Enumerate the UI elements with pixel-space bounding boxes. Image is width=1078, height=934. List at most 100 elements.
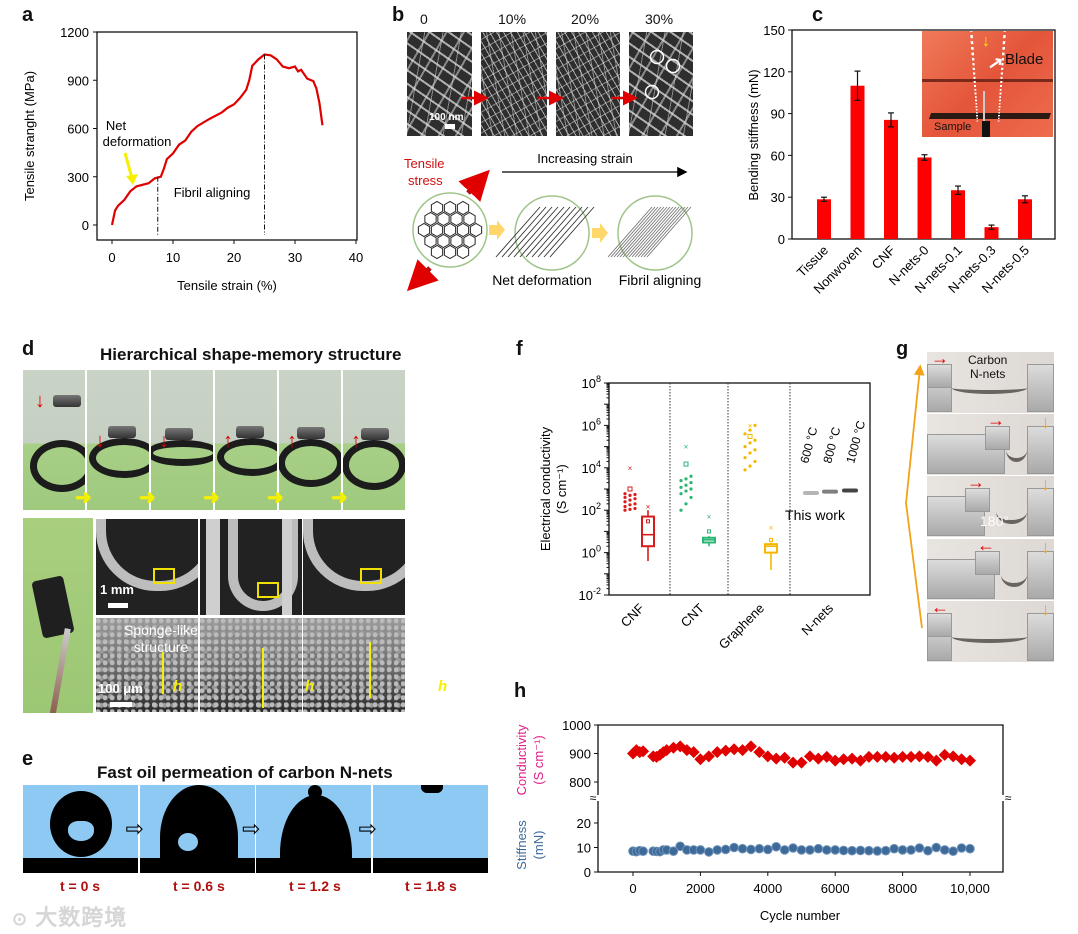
membrane-surface [256,858,371,873]
membrane-surface [139,858,255,873]
x-axis-label-a: Tensile strain (%) [177,278,277,293]
right-clamp-block [1027,550,1054,599]
oil-frame-2 [139,785,257,873]
scatter-point-graphene [748,464,752,468]
carbon-nnets-loop [279,439,341,487]
honeycomb-cell [463,211,476,227]
honeycomb-cell [463,233,476,249]
conductivity-point [837,753,850,766]
panel-label-h: h [514,680,527,702]
schematic-circle-2 [607,195,693,271]
scatter-point-cnt [684,483,688,487]
conductivity-point [753,746,766,759]
highlight-circle [644,84,660,100]
aligned-fibril [634,206,680,258]
carbon-nnets-loop [89,438,149,478]
stiffness-point [763,844,773,855]
y-tick-label-a: 0 [82,218,89,233]
stiffness-point [695,845,706,855]
honeycomb-cell [417,222,431,238]
aligned-fibril [531,206,577,258]
x-tick-label-h: 4000 [753,881,782,896]
y-axis-label-f: Electrical conductivity [538,426,553,551]
hollow-arrow-icon: ⇨ [358,816,377,841]
aligned-fibril [495,206,541,258]
schematic-circle-0 [412,192,488,268]
right-arrow-icon: → [967,472,985,493]
stiffness-point [638,846,648,856]
weight [165,428,193,440]
x-tick-label-h: 8000 [888,881,917,896]
stiffness-point [965,843,975,854]
scatter-point-cnt [679,478,683,483]
box-outlier: × [707,513,712,522]
shape-memory-frame-1: ↓ [23,370,87,510]
moving-clamp [975,550,1000,575]
aligned-fibril [631,206,677,258]
stress-strain-line [110,53,324,226]
panel-label-g: g [896,338,909,360]
left-arrow-icon: ← [931,596,949,617]
honeycomb-cell [443,244,457,260]
y-axis-unit-conductivity: (S cm⁻¹) [531,735,546,784]
y-tick-label-f: 100 [582,544,601,561]
y-axis-unit-stiffness: (mN) [531,831,546,860]
weight [236,426,264,438]
scatter-point-graphene [753,459,757,464]
scatter-point-cnt [679,492,683,496]
honeycomb-cell [469,222,483,238]
right-clamp-block [1027,426,1054,475]
aligned-fibril [646,206,692,258]
membrane-surface [23,858,138,873]
bar-tissue [817,199,831,239]
x-tick-label-h: 2000 [686,881,715,896]
down-arrow-icon: ↓ [982,33,990,50]
h-label-1: h [173,678,182,695]
honeycomb-cell [450,211,463,227]
cycle-frame-3 [927,476,1054,539]
box-graphene [764,543,778,554]
down-arrow-icon: ↓ [35,390,45,412]
moving-clamp [927,612,952,637]
y-tick-label-h-bottom: 10 [577,841,591,856]
carbon-nnets-loop [343,440,405,490]
bar-n-nets-0.5 [1018,199,1032,239]
folded-sample-photo [23,518,93,713]
y-tick-label-c: 30 [771,190,785,205]
hollow-arrow-icon: ⇨ [125,816,144,841]
plot-frame-f [608,382,871,596]
shape-memory-frame-5: ↑ [279,370,343,510]
sponge-label-line2: structure [133,639,189,655]
sample-label: Sample [934,121,972,133]
up-arrow-icon: ↑ [351,430,361,452]
y-tick-label-a: 300 [67,170,89,185]
x-tick-label-h: 6000 [821,881,850,896]
highlight-circle [665,58,681,74]
x-tick-label-a: 10 [166,250,180,265]
stiffness-point [821,845,832,855]
up-arrow-icon: ↑ [223,430,233,452]
moving-clamp [985,426,1010,451]
shape-memory-frame-2: ↓ [87,370,151,510]
honeycomb-cell [456,200,470,216]
temp-label-600: 600 °C [797,425,820,465]
clamp-right [281,519,292,615]
honeycomb-cell [430,244,444,260]
time-label-1-2: t = 1.2 s [289,878,341,894]
sponge-like-label: Sponge-like structure [124,622,198,656]
carbon-nnets-strip [952,382,1027,394]
honeycomb-cell [450,233,463,249]
scatter-point-cnt [689,487,693,491]
this-work-marker-N-nets [822,489,838,494]
axis-break-left-icon: ≈ [590,791,597,805]
sem-image-20 [556,32,620,136]
zoom-region-box [153,568,175,584]
oil-frame-3 [256,785,373,873]
scatter-point-graphene [743,445,747,449]
scatter-point-graphene [743,468,747,472]
y-tick-label-c: 90 [771,107,785,122]
honeycomb-cell [424,233,437,249]
carbon-nnets-strip [1001,563,1027,587]
panel-label-d: d [22,338,35,360]
yellow-arrow-icon: ➜ [331,487,348,509]
